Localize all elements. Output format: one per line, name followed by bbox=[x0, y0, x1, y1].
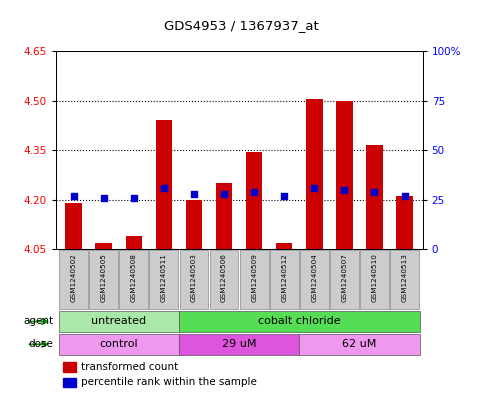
Point bbox=[130, 195, 138, 201]
Bar bbox=[59, 250, 88, 309]
Text: GSM1240510: GSM1240510 bbox=[371, 253, 378, 302]
Point bbox=[341, 187, 348, 193]
Bar bbox=[210, 250, 239, 309]
Point bbox=[370, 189, 378, 195]
Bar bbox=[330, 250, 359, 309]
Bar bbox=[65, 203, 82, 249]
Bar bbox=[179, 311, 420, 332]
Bar bbox=[58, 311, 179, 332]
Bar bbox=[180, 250, 208, 309]
Text: GSM1240508: GSM1240508 bbox=[131, 253, 137, 302]
Bar bbox=[156, 120, 172, 249]
Text: percentile rank within the sample: percentile rank within the sample bbox=[81, 377, 257, 387]
Point bbox=[160, 185, 168, 191]
Point bbox=[280, 193, 288, 199]
Bar bbox=[366, 145, 383, 249]
Text: GSM1240511: GSM1240511 bbox=[161, 253, 167, 302]
Text: GSM1240503: GSM1240503 bbox=[191, 253, 197, 302]
Bar bbox=[336, 101, 353, 249]
Text: 29 uM: 29 uM bbox=[222, 339, 256, 349]
Point bbox=[250, 189, 258, 195]
Text: GSM1240513: GSM1240513 bbox=[401, 253, 408, 302]
Text: control: control bbox=[99, 339, 138, 349]
Text: transformed count: transformed count bbox=[81, 362, 179, 372]
Bar bbox=[126, 236, 142, 249]
Bar bbox=[240, 250, 269, 309]
Bar bbox=[390, 250, 419, 309]
Text: cobalt chloride: cobalt chloride bbox=[258, 316, 341, 327]
Bar bbox=[89, 250, 118, 309]
Bar bbox=[179, 334, 299, 354]
Bar bbox=[216, 183, 232, 249]
Point bbox=[70, 193, 77, 199]
Bar bbox=[58, 334, 179, 354]
Point bbox=[220, 191, 228, 197]
Bar bbox=[63, 378, 76, 387]
Text: agent: agent bbox=[23, 316, 53, 327]
Text: GSM1240507: GSM1240507 bbox=[341, 253, 347, 302]
Bar bbox=[299, 334, 420, 354]
Bar bbox=[149, 250, 178, 309]
Bar bbox=[63, 362, 76, 372]
Text: GSM1240506: GSM1240506 bbox=[221, 253, 227, 302]
Point bbox=[311, 185, 318, 191]
Text: GSM1240505: GSM1240505 bbox=[100, 253, 107, 302]
Bar bbox=[306, 99, 323, 249]
Bar bbox=[300, 250, 329, 309]
Text: GSM1240502: GSM1240502 bbox=[71, 253, 77, 302]
Bar bbox=[96, 242, 112, 249]
Bar bbox=[270, 250, 298, 309]
Bar bbox=[396, 196, 413, 249]
Bar bbox=[276, 242, 293, 249]
Bar bbox=[360, 250, 389, 309]
Bar bbox=[246, 152, 262, 249]
Bar bbox=[119, 250, 148, 309]
Text: GSM1240509: GSM1240509 bbox=[251, 253, 257, 302]
Bar bbox=[185, 200, 202, 249]
Point bbox=[190, 191, 198, 197]
Text: dose: dose bbox=[28, 339, 53, 349]
Text: GDS4953 / 1367937_at: GDS4953 / 1367937_at bbox=[164, 19, 319, 32]
Point bbox=[100, 195, 108, 201]
Text: untreated: untreated bbox=[91, 316, 146, 327]
Text: GSM1240504: GSM1240504 bbox=[312, 253, 317, 302]
Text: 62 uM: 62 uM bbox=[342, 339, 377, 349]
Text: GSM1240512: GSM1240512 bbox=[281, 253, 287, 302]
Point bbox=[401, 193, 409, 199]
